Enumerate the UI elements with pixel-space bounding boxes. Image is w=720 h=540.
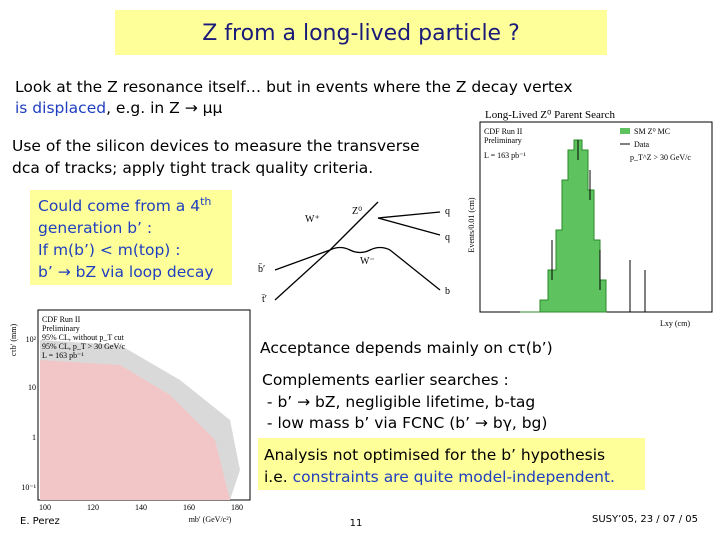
box-line: If m(b’) < m(top) : xyxy=(38,241,181,259)
diagram-labels: W⁺ Z⁰ q q W⁻ b̄′ t̄′ b xyxy=(258,206,450,305)
intro-line: Look at the Z resonance itself… but in e… xyxy=(15,78,573,96)
experiment: Preliminary xyxy=(484,136,522,145)
box-line: i.e. constraints are quite model-indepen… xyxy=(264,468,615,486)
intro-line: is displaced, e.g. in Z → μμ xyxy=(15,99,222,117)
histogram-plot: Long-Lived Z⁰ Parent Search CDF Run II P… xyxy=(467,109,713,328)
label: t̄′ xyxy=(261,294,267,305)
label: q xyxy=(445,206,450,217)
x-label: mb′ (GeV/c²) xyxy=(189,515,232,524)
legend-swatch xyxy=(620,128,630,134)
experiment: CDF Run II xyxy=(484,127,523,136)
mc-histogram xyxy=(520,139,607,313)
box-line: generation b’ : xyxy=(38,219,152,237)
legend-entry: 95% CL, p_T > 30 GeV/c xyxy=(42,342,125,351)
lumi: L = 163 pb⁻¹ xyxy=(484,151,526,160)
complements-line: Complements earlier searches : xyxy=(262,371,509,389)
x-tick-label: 160 xyxy=(183,503,195,512)
footer-event: SUSY’05, 23 / 07 / 05 xyxy=(592,514,698,525)
y-label: cτb′ (mm) xyxy=(9,324,18,357)
lumi: L = 163 pb⁻¹ xyxy=(42,351,84,360)
conclusion-box xyxy=(258,438,645,490)
acceptance: Acceptance depends mainly on cτ(b’) xyxy=(260,339,553,357)
footer-page: 11 xyxy=(350,518,363,529)
highlight: is displaced xyxy=(15,99,106,117)
label: W⁻ xyxy=(360,256,375,267)
text: , e.g. in Z → μμ xyxy=(106,99,222,117)
data-points xyxy=(551,140,646,312)
legend-entry: 95% CL, without p_T cut xyxy=(42,333,125,342)
sup: th xyxy=(200,195,211,208)
excluded-region xyxy=(40,360,230,500)
y-tick-label: 10² xyxy=(26,335,37,344)
experiment: CDF Run II xyxy=(42,315,81,324)
box-line: Could come from a 4th xyxy=(38,195,211,215)
box-line: b’ → bZ via loop decay xyxy=(38,263,214,281)
legend-entry: Data xyxy=(634,140,650,149)
legend-entry: SM Z⁰ MC xyxy=(634,127,670,136)
highlight: constraints are quite model-independent. xyxy=(293,468,615,486)
title-box xyxy=(115,10,607,55)
limit-plot: CDF Run II Preliminary 95% CL, without p… xyxy=(9,309,251,524)
legend-entry: p_T^Z > 30 GeV/c xyxy=(630,153,691,162)
y-label: Events/0.01 (cm) xyxy=(467,197,476,252)
footer-author: E. Perez xyxy=(20,516,60,527)
x-label: Lxy (cm) xyxy=(660,319,690,328)
label: b xyxy=(445,286,450,297)
complements-line: - low mass b’ via FCNC (b’ → bγ, bg) xyxy=(262,414,547,432)
x-tick-label: 140 xyxy=(135,503,147,512)
method-line: dca of tracks; apply tight track quality… xyxy=(12,159,373,177)
text: i.e. xyxy=(264,468,293,486)
experiment: Preliminary xyxy=(42,324,80,333)
method-line: Use of the silicon devices to measure th… xyxy=(12,137,420,155)
y-tick-label: 10 xyxy=(28,383,36,392)
complements-line: - b’ → bZ, negligible lifetime, b-tag xyxy=(262,393,535,411)
text: Could come from a 4 xyxy=(38,197,200,215)
motivation-box xyxy=(30,190,232,285)
label: q xyxy=(445,232,450,243)
feynman-diagram xyxy=(274,201,441,301)
x-tick-label: 100 xyxy=(39,503,51,512)
x-tick-label: 120 xyxy=(87,503,99,512)
y-tick-label: 10⁻¹ xyxy=(21,483,36,492)
label: Z⁰ xyxy=(352,206,362,217)
title: Z from a long-lived particle ? xyxy=(202,21,520,46)
plot-title: Long-Lived Z⁰ Parent Search xyxy=(485,109,615,121)
y-tick-label: 1 xyxy=(32,433,36,442)
label: W⁺ xyxy=(305,214,320,225)
x-tick-label: 180 xyxy=(231,503,243,512)
label: b̄′ xyxy=(258,263,265,275)
box-line: Analysis not optimised for the b’ hypoth… xyxy=(264,446,605,464)
